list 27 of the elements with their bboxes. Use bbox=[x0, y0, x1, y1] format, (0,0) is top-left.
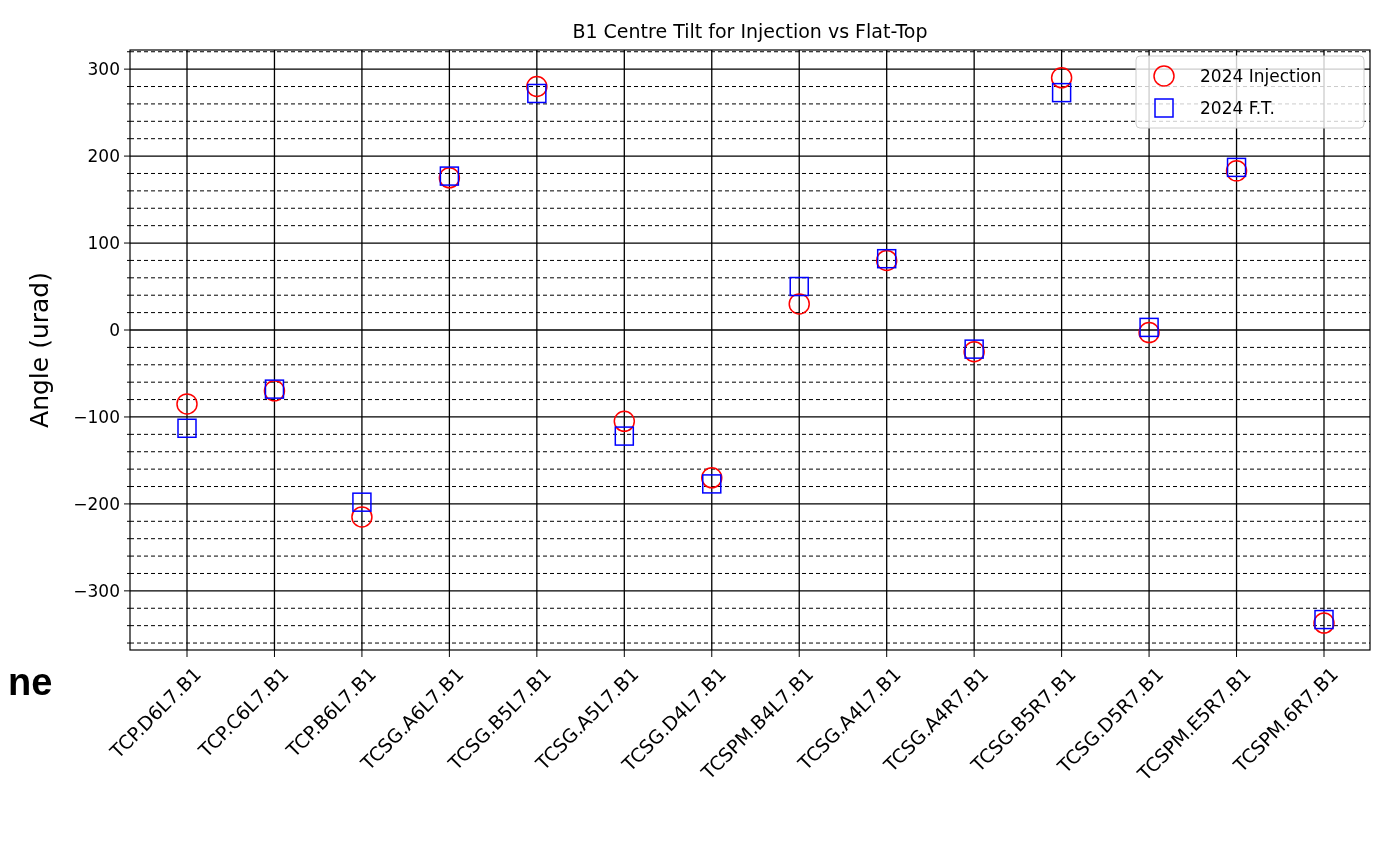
point bbox=[1138, 321, 1160, 344]
point bbox=[789, 276, 809, 297]
point bbox=[613, 410, 636, 433]
y-tick-label: −300 bbox=[73, 580, 120, 601]
point bbox=[788, 293, 810, 315]
point bbox=[1050, 67, 1073, 89]
point bbox=[702, 474, 722, 494]
text: ne bbox=[8, 661, 53, 703]
y-tick-label: 0 bbox=[109, 319, 120, 340]
point bbox=[1139, 317, 1159, 338]
point bbox=[614, 426, 635, 446]
chart-title: B1 Centre Tilt for Injection vs Flat-Top bbox=[572, 20, 928, 42]
legend-label: 2024 F.T. bbox=[1200, 97, 1275, 118]
point bbox=[352, 492, 372, 512]
y-tick-label: −100 bbox=[73, 406, 120, 427]
point bbox=[1051, 82, 1072, 103]
point bbox=[177, 418, 197, 439]
y-tick-label: 200 bbox=[87, 146, 120, 167]
legend-label: 2024 Injection bbox=[1200, 65, 1322, 86]
point bbox=[351, 506, 373, 528]
y-tick-label: 100 bbox=[87, 232, 120, 253]
y-tick-label: −200 bbox=[73, 493, 120, 514]
point bbox=[527, 83, 547, 104]
point bbox=[176, 393, 198, 415]
point bbox=[526, 75, 548, 98]
y-tick-label: 300 bbox=[87, 59, 120, 80]
y-axis-title: Angle (urad) bbox=[25, 272, 54, 428]
